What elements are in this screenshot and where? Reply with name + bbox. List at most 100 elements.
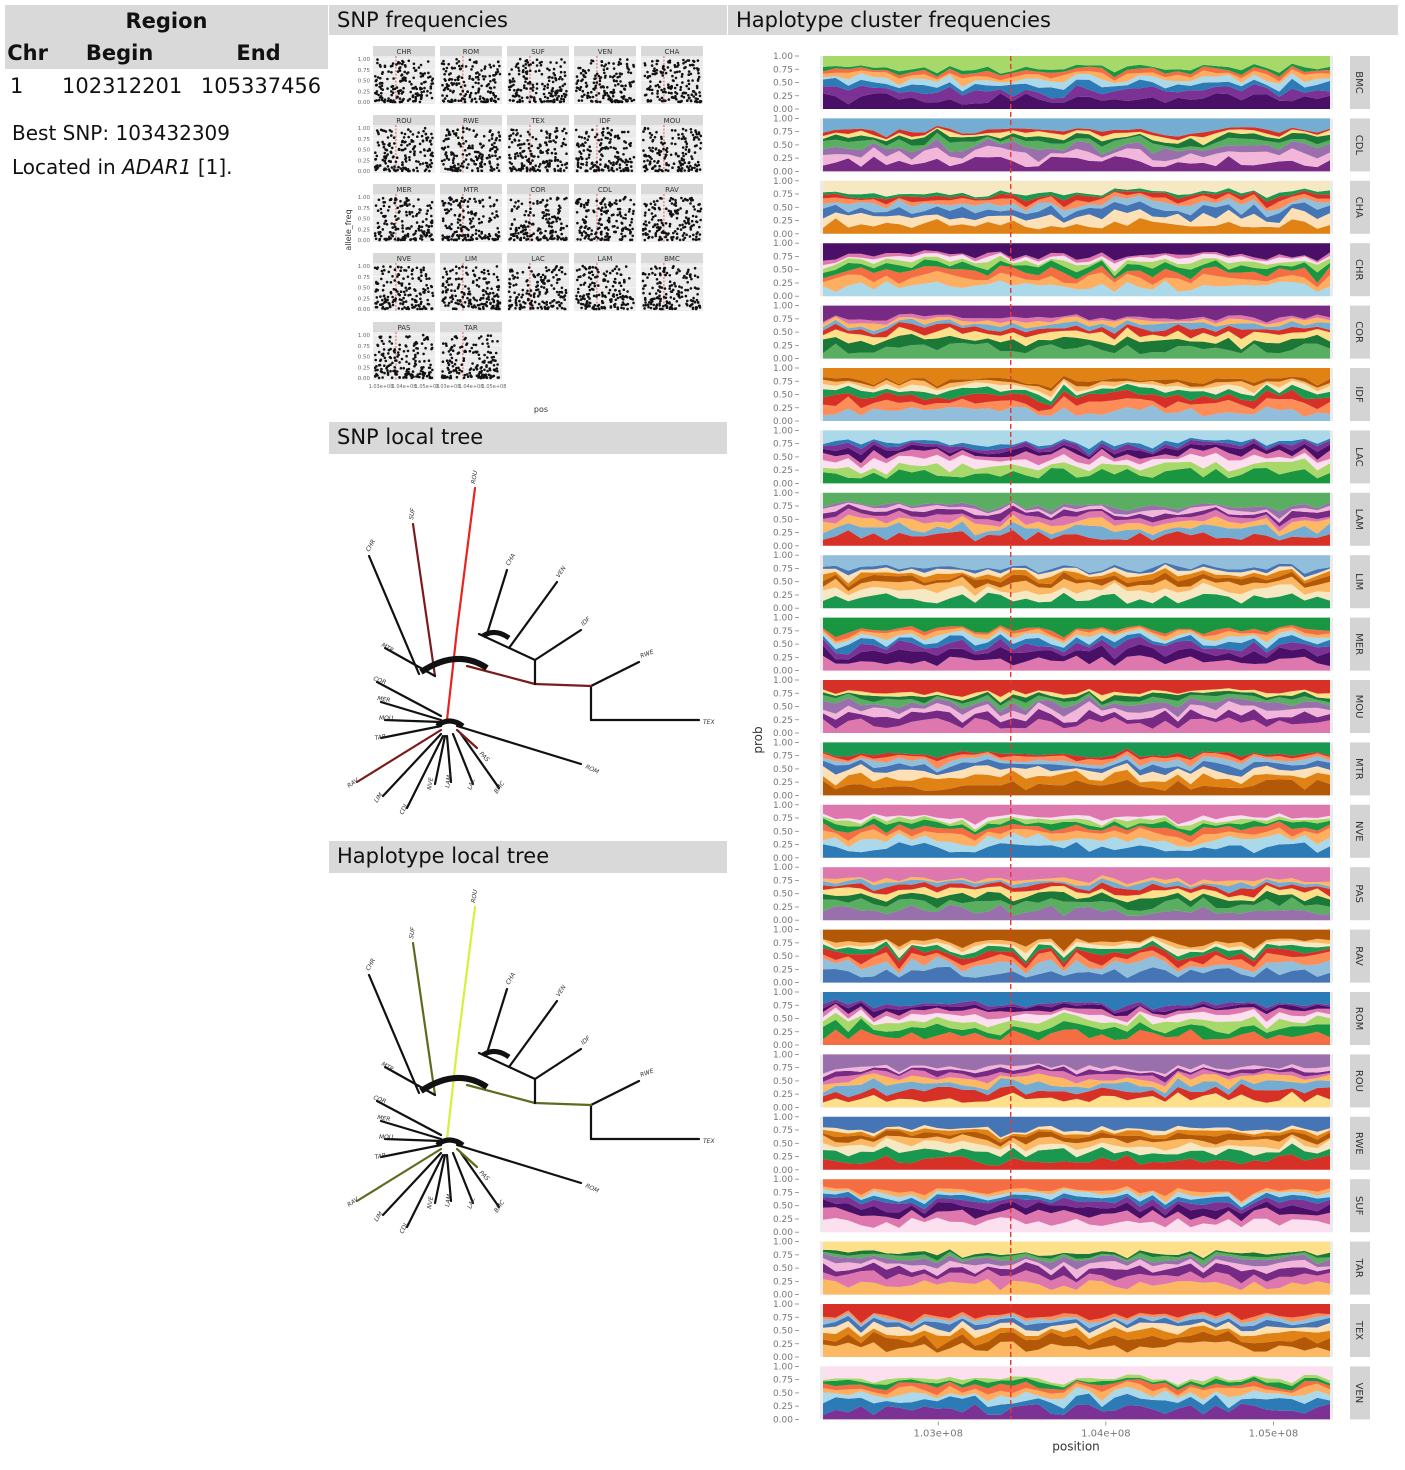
col-begin: Begin [50,37,190,69]
hap-panel-NVE: 0.00 0.25 0.50 0.75 1.00 NVE [773,801,1370,864]
best-snp-label: Best SNP: [12,121,110,145]
y-tick-label: 1.00 [773,1238,793,1248]
y-tick-label: 0.75 [773,315,793,325]
region-table: Region Chr Begin End 1 102312201 1053374… [5,5,328,103]
y-tick-label: 0.75 [773,1251,793,1261]
tree-branch [451,1151,475,1205]
snp-local-tree: ROUSUFCHRCHAVENIDFRWETEXMTRCORMERMOUTARR… [346,469,715,815]
tree-leaf-label: VEN [555,565,568,580]
cluster-band [823,396,1330,417]
hap-panel-ROM: 0.00 0.25 0.50 0.75 1.00 ROM [773,988,1370,1051]
cluster-band [823,180,1330,198]
cluster-band [823,218,1330,234]
tree-branch [381,732,443,798]
cluster-band [823,1007,1330,1029]
y-tick-label: 0.50 [358,148,371,154]
tree-leaf-label: MOU [379,1134,394,1141]
y-tick-label: 0.00 [358,100,371,106]
hap-panel-VEN: 0.00 0.25 0.50 0.75 1.00 VEN [773,1362,1370,1425]
cluster-band [823,375,1330,392]
cluster-band [823,1130,1330,1147]
cluster-band [823,742,1330,758]
hap-freq-header: Haplotype cluster frequencies [728,5,1398,35]
y-tick-label: 0.50 [773,391,793,401]
cluster-band [823,84,1330,105]
cluster-band [823,1018,1330,1041]
panel-strip [1350,430,1370,484]
tree-leaf-label: TAR [374,733,386,742]
panel-strip [1350,929,1370,983]
tree-branch [533,1047,583,1081]
tree-leaf-label: CHA [505,971,517,986]
tree-branch [383,718,443,724]
cluster-band [823,592,1330,609]
y-tick-label: 0.00 [773,292,793,302]
panel-strip [507,253,569,263]
panel-label: TAR [1353,1258,1364,1278]
tree-branch [375,1099,443,1137]
cluster-band [823,751,1330,770]
panel-label: ROU [396,117,412,125]
y-tick-label: 1.00 [773,738,793,748]
tree-branch [379,1119,443,1141]
y-tick-label: 0.75 [773,65,793,75]
cluster-band [823,1186,1330,1204]
y-tick-label: 0.75 [773,939,793,949]
cluster-band [823,69,1330,87]
y-tick-label: 0.75 [773,377,793,387]
y-axis-label: prob [751,726,765,753]
tree-leaf-label: RAV [346,776,361,789]
cluster-band [823,1325,1330,1349]
tree-branch [485,568,509,636]
tree-branch [445,734,453,784]
cell-chr: 1 [10,74,24,98]
panel-label: MOU [1353,695,1364,719]
cluster-band [823,717,1330,733]
cluster-band [823,1196,1330,1216]
y-tick-label: 0.25 [773,154,793,164]
panel-strip [641,115,703,125]
y-tick-label: 0.50 [773,515,793,525]
x-tick-label: 1.05e+08 [415,384,440,390]
y-tick-label: 1.00 [358,126,371,132]
y-tick-label: 0.25 [773,1277,793,1287]
y-tick-label: 0.25 [773,466,793,476]
tree-branch [507,999,559,1069]
tree-leaf-label: LAM [444,774,453,788]
panel-label: SUF [1353,1196,1364,1216]
y-tick-label: 1.00 [773,988,793,998]
hap-panel-ROU: 0.00 0.25 0.50 0.75 1.00 ROU [773,1050,1370,1113]
tree-branch [379,700,443,722]
tree-leaf-label: RWE [639,1067,655,1078]
located-line: Located in ADAR1 [1]. [12,150,233,184]
tree-branch [455,1147,479,1169]
y-tick-label: 0.00 [773,729,793,739]
x-axis-label: pos [534,405,548,414]
cluster-band [823,1278,1330,1295]
tree-leaf-label: LAM [444,1193,453,1207]
y-tick-label: 0.50 [773,79,793,89]
tree-leaf-label: CDL [398,1221,409,1235]
tree-leaf-label: LAC [466,777,477,791]
x-tick-label: 1.04e+08 [1081,1428,1131,1439]
cluster-band [823,380,1330,402]
snp-panel-TEX: TEX [507,115,569,173]
panel-bg [440,194,502,242]
hap-panel-IDF: 0.00 0.25 0.50 0.75 1.00 IDF [773,364,1370,427]
tree-branch [355,1147,443,1203]
x-axis-label: position [1052,1439,1100,1453]
y-tick-label: 1.00 [773,364,793,374]
tree-branch [433,734,447,786]
panel-label: NVE [397,255,411,263]
tree-arc [435,1137,465,1148]
cluster-band [823,1116,1330,1138]
cluster-band [823,1064,1330,1083]
cluster-band [823,253,1330,272]
panel-strip [1350,867,1370,921]
panel-strip [1350,1179,1370,1233]
cluster-band [823,564,1330,584]
panel-label: CHR [1353,259,1364,281]
panel-strip [373,115,435,125]
tree-branch [433,1153,447,1205]
y-tick-label: 0.00 [358,376,371,382]
